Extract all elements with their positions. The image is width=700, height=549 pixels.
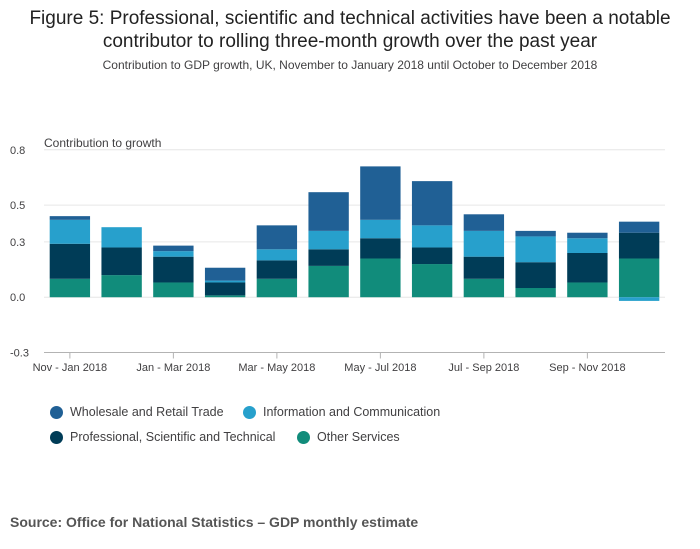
- legend-item: Other Services: [297, 430, 400, 444]
- bar-other-services: [515, 288, 556, 298]
- bar-wholesale-and-retail-trade: [308, 192, 349, 231]
- bar-wholesale-and-retail-trade: [256, 225, 298, 250]
- bar-other-services: [256, 278, 298, 298]
- bar-professional-scientific-and-technical: [411, 247, 453, 265]
- bar-professional-scientific-and-technical: [153, 256, 194, 283]
- bar-professional-scientific-and-technical: [463, 256, 505, 279]
- bar-other-services: [204, 295, 246, 298]
- bar-information-and-communication: [204, 280, 246, 283]
- legend-label: Wholesale and Retail Trade: [70, 405, 224, 419]
- chart-subtitle: Contribution to GDP growth, UK, November…: [102, 58, 598, 72]
- stacked-bar-chart: -0.3 0.0 0.3 0.5 0.8 Nov - Jan 2018 Jan - Mar …: [10, 136, 665, 374]
- legend-label: Professional, Scientific and Technical: [70, 430, 276, 444]
- bar-information-and-communication: [411, 225, 453, 248]
- bar-other-services: [153, 282, 194, 298]
- legend-label: Information and Communication: [263, 405, 441, 419]
- axis-layer: -0.3 0.0 0.3 0.5 0.8 Nov - Jan 2018 Jan - Mar …: [10, 145, 665, 374]
- y-tick-label: 0.8: [10, 145, 25, 157]
- bar-other-services: [618, 258, 660, 298]
- bar-information-and-communication: [360, 219, 401, 239]
- bar-information-and-communication: [101, 227, 142, 248]
- source-note: Source: Office for National Statistics –…: [10, 514, 419, 530]
- grid-layer: [44, 149, 665, 298]
- x-tick-label: Nov - Jan 2018: [33, 362, 108, 374]
- bar-wholesale-and-retail-trade: [463, 214, 505, 231]
- y-tick-label: 0.0: [10, 292, 25, 304]
- x-tick-label: Jan - Mar 2018: [136, 362, 210, 374]
- bar-professional-scientific-and-technical: [256, 260, 298, 279]
- bar-information-and-communication: [308, 230, 349, 250]
- bar-professional-scientific-and-technical: [49, 243, 91, 279]
- x-tick-label: May - Jul 2018: [344, 362, 416, 374]
- y-axis-label: Contribution to growth: [44, 136, 161, 150]
- bar-other-services: [411, 264, 453, 298]
- bar-professional-scientific-and-technical: [515, 262, 556, 289]
- bar-wholesale-and-retail-trade: [360, 166, 401, 220]
- bar-other-services: [101, 275, 142, 298]
- legend-swatch: [243, 405, 256, 419]
- bar-wholesale-and-retail-trade: [567, 232, 608, 239]
- bar-wholesale-and-retail-trade: [515, 230, 556, 237]
- bar-other-services: [567, 282, 608, 298]
- bar-professional-scientific-and-technical: [204, 282, 246, 296]
- x-tick-label: Jul - Sep 2018: [448, 362, 519, 374]
- bar-wholesale-and-retail-trade: [153, 245, 194, 252]
- bar-information-and-communication: [256, 249, 298, 261]
- bar-professional-scientific-and-technical: [618, 232, 660, 259]
- x-tick-label: Mar - May 2018: [238, 362, 315, 374]
- legend-item: Wholesale and Retail Trade: [50, 405, 224, 419]
- bar-professional-scientific-and-technical: [308, 249, 349, 266]
- bar-other-services: [49, 278, 91, 298]
- y-tick-label: -0.3: [10, 348, 29, 360]
- bar-information-and-communication: [153, 251, 194, 257]
- y-tick-label: 0.5: [10, 200, 25, 212]
- bar-wholesale-and-retail-trade: [204, 267, 246, 281]
- y-tick-label: 0.3: [10, 237, 25, 249]
- bar-other-services: [463, 278, 505, 298]
- bar-other-services: [308, 265, 349, 298]
- bars-layer: [49, 166, 660, 301]
- bar-professional-scientific-and-technical: [360, 238, 401, 259]
- legend-swatch: [50, 430, 63, 444]
- chart-title: Figure 5: Professional, scientific and t…: [29, 8, 671, 52]
- legend-swatch: [50, 405, 63, 419]
- bar-professional-scientific-and-technical: [101, 247, 142, 276]
- bar-information-and-communication: [515, 236, 556, 263]
- legend-label: Other Services: [317, 430, 400, 444]
- bar-wholesale-and-retail-trade: [411, 181, 453, 226]
- bar-wholesale-and-retail-trade: [49, 216, 91, 220]
- x-tick-label: Sep - Nov 2018: [549, 362, 625, 374]
- legend-item: Professional, Scientific and Technical: [50, 430, 275, 444]
- legend-swatch: [297, 430, 310, 444]
- legend-item: Information and Communication: [243, 405, 440, 419]
- bar-other-services: [360, 258, 401, 298]
- bar-professional-scientific-and-technical: [567, 252, 608, 283]
- bar-information-and-communication: [618, 297, 660, 301]
- bar-information-and-communication: [463, 230, 505, 257]
- bar-information-and-communication: [567, 238, 608, 253]
- bar-wholesale-and-retail-trade: [618, 221, 660, 233]
- bar-information-and-communication: [49, 219, 91, 244]
